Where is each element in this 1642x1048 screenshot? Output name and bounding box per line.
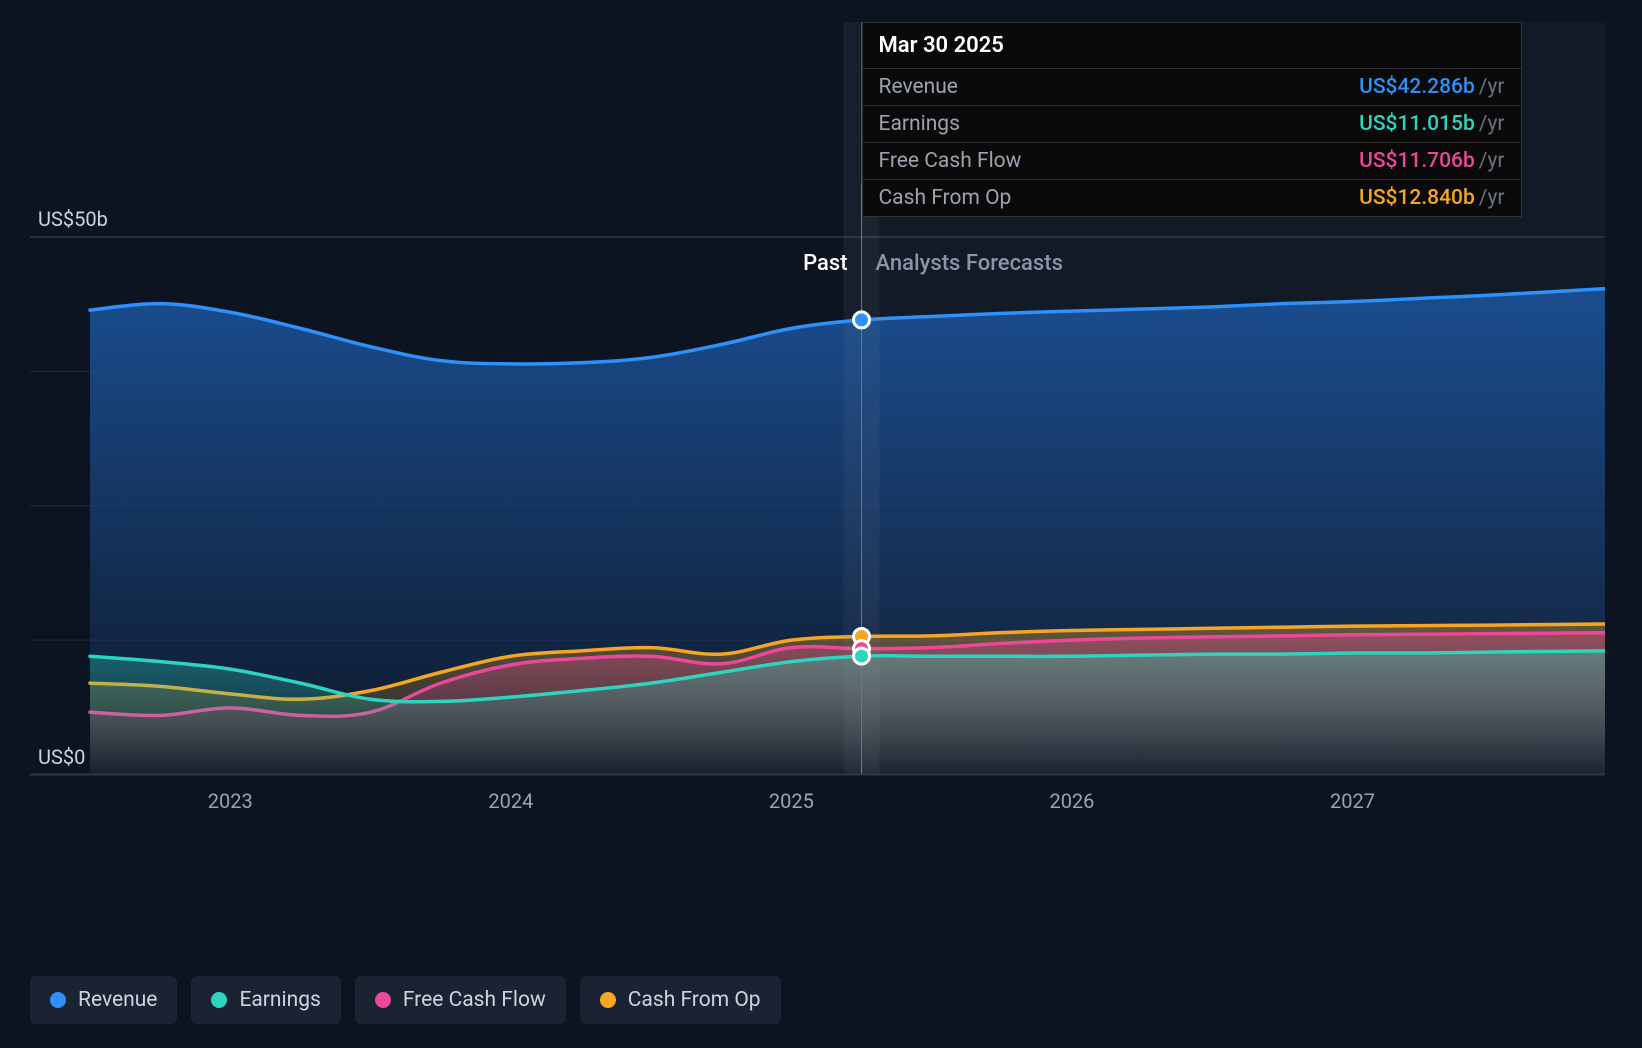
- legend-label: Revenue: [78, 988, 157, 1012]
- tooltip-row: Free Cash Flow US$11.706b/yr: [863, 143, 1521, 180]
- legend-dot-icon: [50, 992, 66, 1008]
- y-axis-label: US$50b: [38, 207, 108, 231]
- tooltip-date: Mar 30 2025: [863, 23, 1521, 69]
- legend-label: Cash From Op: [628, 988, 761, 1012]
- tooltip-row-value: US$11.015b: [1359, 112, 1475, 136]
- tooltip-row-value: US$11.706b: [1359, 149, 1475, 173]
- legend-label: Earnings: [239, 988, 320, 1012]
- legend-item-earnings[interactable]: Earnings: [191, 976, 340, 1024]
- legend-label: Free Cash Flow: [403, 988, 546, 1012]
- legend-dot-icon: [600, 992, 616, 1008]
- x-axis-label: 2026: [1049, 789, 1094, 813]
- tooltip-row-label: Free Cash Flow: [879, 149, 1022, 173]
- tooltip-row-unit: /yr: [1479, 112, 1505, 136]
- tooltip: Mar 30 2025 RevenueUS$42.286b/yrEarnings…: [862, 22, 1522, 217]
- y-axis-label: US$0: [38, 745, 85, 769]
- tooltip-row-unit: /yr: [1479, 186, 1505, 210]
- x-axis-label: 2027: [1330, 789, 1375, 813]
- legend-item-cash_from_op[interactable]: Cash From Op: [580, 976, 781, 1024]
- legend-dot-icon: [211, 992, 227, 1008]
- tooltip-row-label: Cash From Op: [879, 186, 1012, 210]
- tooltip-row: Earnings US$11.015b/yr: [863, 106, 1521, 143]
- tooltip-row-unit: /yr: [1479, 149, 1505, 173]
- chart-container: US$0 US$50b 2023 2024 2025 2026 2027 Past Anal…: [30, 22, 1605, 882]
- marker-revenue[interactable]: [854, 312, 870, 328]
- legend-item-free_cash_flow[interactable]: Free Cash Flow: [355, 976, 566, 1024]
- tooltip-row-value: US$42.286b: [1359, 75, 1475, 99]
- legend-dot-icon: [375, 992, 391, 1008]
- tooltip-row-unit: /yr: [1479, 75, 1505, 99]
- tooltip-row-label: Earnings: [879, 112, 960, 136]
- tooltip-row: Cash From Op US$12.840b/yr: [863, 180, 1521, 216]
- x-axis-label: 2024: [488, 789, 533, 813]
- x-axis-label: 2025: [769, 789, 814, 813]
- section-label-forecast: Analysts Forecasts: [876, 251, 1063, 276]
- legend-item-revenue[interactable]: Revenue: [30, 976, 177, 1024]
- section-label-past: Past: [803, 251, 847, 276]
- x-axis-label: 2023: [208, 789, 253, 813]
- tooltip-row-value: US$12.840b: [1359, 186, 1475, 210]
- tooltip-row-label: Revenue: [879, 75, 958, 99]
- marker-earnings[interactable]: [854, 648, 870, 664]
- tooltip-row: Revenue US$42.286b/yr: [863, 69, 1521, 106]
- legend: Revenue Earnings Free Cash Flow Cash From O…: [30, 976, 781, 1024]
